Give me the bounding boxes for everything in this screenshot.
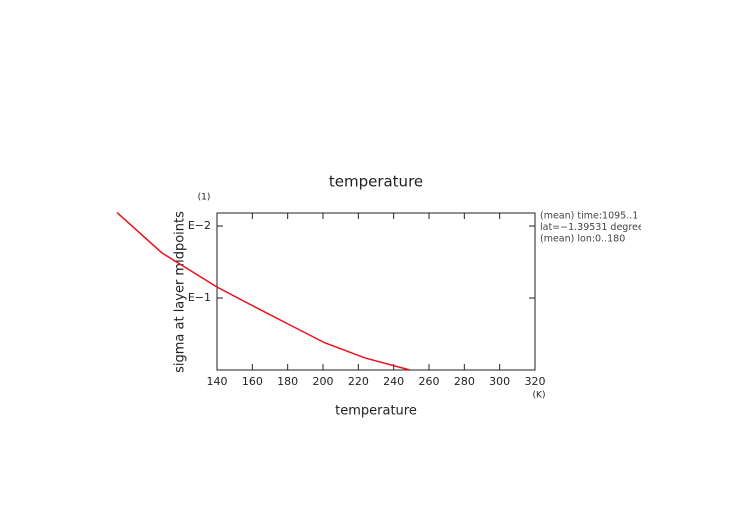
y-tick-label: E−2: [188, 219, 211, 232]
x-tick-label: 240: [383, 375, 404, 388]
x-tick-label: 180: [277, 375, 298, 388]
x-tick-label: 300: [489, 375, 510, 388]
x-tick-label: 200: [313, 375, 334, 388]
plot-frame: [216, 212, 536, 371]
x-tick-label: 320: [525, 375, 546, 388]
x-tick-label: 280: [454, 375, 475, 388]
annotation: (mean) lon:0..180: [540, 234, 625, 245]
x-tick-label: 220: [348, 375, 369, 388]
x-tick-label: 140: [207, 375, 228, 388]
x-axis-label: temperature: [335, 404, 417, 419]
x-unit: (K): [533, 391, 546, 401]
x-tick-label: 260: [419, 375, 440, 388]
y-axis-label: sigma at layer midpoints: [173, 211, 188, 373]
line-series: [116, 211, 411, 371]
x-tick-label: 160: [242, 375, 263, 388]
annotation: (mean) time:1095..1: [540, 211, 638, 222]
annotation: lat=−1.39531 degree: [540, 222, 644, 233]
y-tick-label: E−1: [188, 291, 211, 304]
y-unit: (1): [198, 193, 211, 203]
chart-title: temperature: [329, 173, 423, 191]
